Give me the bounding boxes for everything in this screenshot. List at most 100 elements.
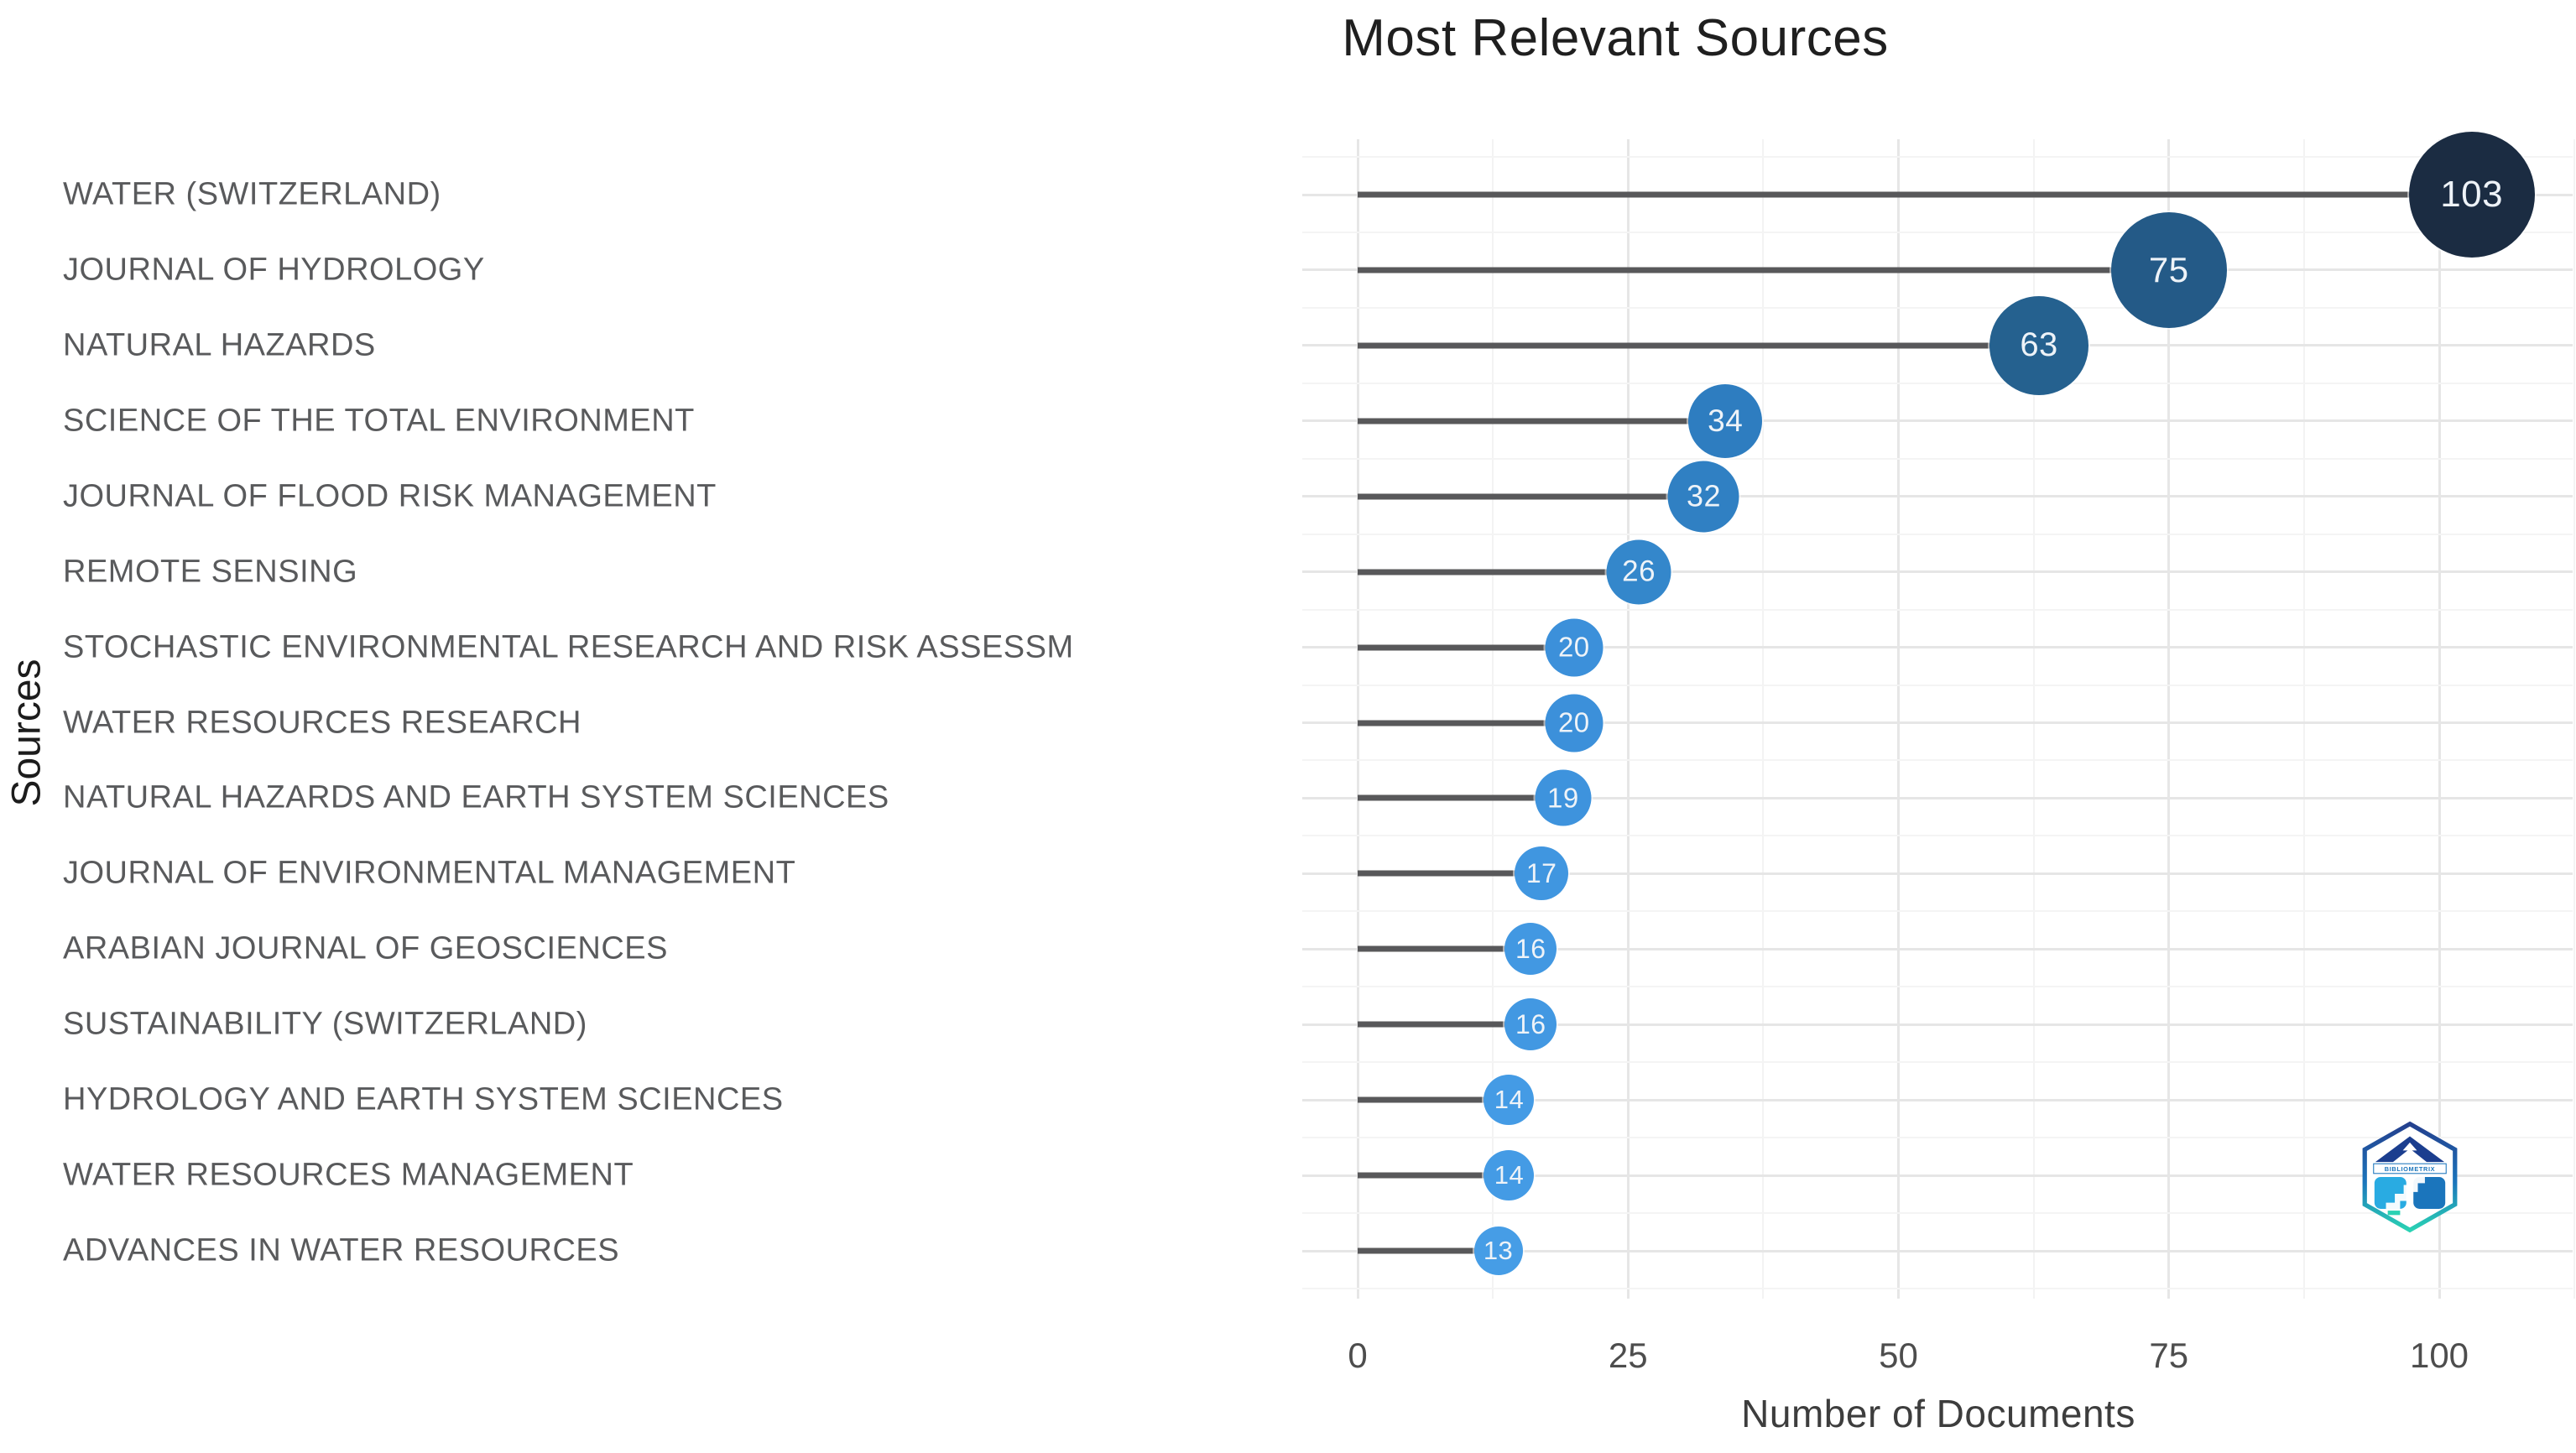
x-axis-tick-label: 25 xyxy=(1608,1336,1648,1375)
category-label: JOURNAL OF ENVIRONMENTAL MANAGEMENT xyxy=(63,855,796,891)
gridline-horizontal-major xyxy=(1302,721,2573,724)
gridline-vertical-minor xyxy=(1492,139,1494,1299)
lollipop-stem xyxy=(1358,720,1574,726)
gridline-horizontal-minor xyxy=(1302,1137,2573,1139)
data-point: 14 xyxy=(1484,1150,1535,1201)
lollipop-stem xyxy=(1358,1172,1510,1179)
x-axis-tick-label: 75 xyxy=(2149,1336,2189,1375)
gridline-horizontal-minor xyxy=(1302,231,2573,233)
logo-stairs xyxy=(2386,1175,2425,1211)
gridline-horizontal-minor xyxy=(1302,986,2573,988)
lollipop-stem xyxy=(1358,191,2472,198)
data-point: 19 xyxy=(1535,769,1592,826)
category-label: HYDROLOGY AND EARTH SYSTEM SCIENCES xyxy=(63,1081,784,1117)
data-point-value: 26 xyxy=(1622,555,1656,588)
logo-text: BIBLIOMETRIX xyxy=(2385,1165,2435,1173)
gridline-horizontal-major xyxy=(1302,1023,2573,1026)
gridline-horizontal-major xyxy=(1302,1174,2573,1177)
gridline-horizontal-minor xyxy=(1302,1212,2573,1215)
gridline-horizontal-minor xyxy=(1302,306,2573,309)
lollipop-stem xyxy=(1358,267,2169,273)
lollipop-stem xyxy=(1358,569,1640,575)
category-label: NATURAL HAZARDS AND EARTH SYSTEM SCIENCE… xyxy=(63,779,889,815)
data-point-value: 20 xyxy=(1557,706,1590,738)
gridline-horizontal-minor xyxy=(1302,382,2573,384)
gridline-horizontal-major xyxy=(1302,1098,2573,1101)
logo-block-right xyxy=(2413,1177,2446,1209)
data-point: 20 xyxy=(1545,694,1603,752)
gridline-horizontal-minor xyxy=(1302,533,2573,535)
data-point: 32 xyxy=(1667,461,1739,533)
chart-title: Most Relevant Sources xyxy=(1342,9,1889,67)
gridline-vertical-major xyxy=(1626,139,1630,1299)
gridline-horizontal-major xyxy=(1302,646,2573,649)
lollipop-stem xyxy=(1358,493,1704,500)
data-point: 20 xyxy=(1545,618,1603,677)
data-point: 17 xyxy=(1515,846,1569,901)
data-point-value: 34 xyxy=(1708,403,1744,438)
data-point-value: 16 xyxy=(1515,1008,1546,1039)
data-point: 16 xyxy=(1504,998,1557,1051)
logo-band xyxy=(2373,1163,2447,1174)
category-label: REMOTE SENSING xyxy=(63,554,358,590)
category-label: WATER (SWITZERLAND) xyxy=(63,176,441,212)
data-point-value: 20 xyxy=(1557,631,1590,663)
category-label: WATER RESOURCES RESEARCH xyxy=(63,705,581,740)
logo-stairs-accent xyxy=(2387,1211,2401,1216)
data-point: 26 xyxy=(1606,539,1671,605)
lollipop-stem xyxy=(1358,1096,1510,1103)
data-point-value: 19 xyxy=(1547,782,1579,814)
lollipop-stem xyxy=(1358,342,2040,349)
data-point-value: 14 xyxy=(1494,1085,1525,1115)
gridline-horizontal-major xyxy=(1302,419,2573,423)
gridline-horizontal-minor xyxy=(1302,684,2573,686)
data-point: 34 xyxy=(1688,383,1763,458)
x-axis-tick-label: 0 xyxy=(1348,1336,1368,1375)
data-point: 103 xyxy=(2408,132,2535,258)
category-label: SUSTAINABILITY (SWITZERLAND) xyxy=(63,1006,587,1042)
lollipop-stem xyxy=(1358,644,1574,651)
logo-roof xyxy=(2375,1136,2445,1163)
lollipop-stem xyxy=(1358,870,1542,877)
gridline-horizontal-minor xyxy=(1302,457,2573,460)
data-point-value: 32 xyxy=(1686,478,1721,513)
gridline-vertical-major xyxy=(2438,139,2441,1299)
x-axis-tick-label: 50 xyxy=(1879,1336,1918,1375)
gridline-horizontal-minor xyxy=(1302,835,2573,837)
category-label: STOCHASTIC ENVIRONMENTAL RESEARCH AND RI… xyxy=(63,629,1074,665)
category-label: ARABIAN JOURNAL OF GEOSCIENCES xyxy=(63,930,668,966)
category-label: NATURAL HAZARDS xyxy=(63,327,376,363)
data-point-value: 17 xyxy=(1525,857,1557,888)
gridline-horizontal-major xyxy=(1302,872,2573,875)
category-label: JOURNAL OF HYDROLOGY xyxy=(63,252,485,288)
gridline-vertical-major xyxy=(2167,139,2171,1299)
gridline-vertical-major xyxy=(1897,139,1900,1299)
category-label: SCIENCE OF THE TOTAL ENVIRONMENT xyxy=(63,403,695,439)
data-point-value: 63 xyxy=(2020,326,2058,364)
gridline-horizontal-minor xyxy=(1302,608,2573,611)
category-label: JOURNAL OF FLOOD RISK MANAGEMENT xyxy=(63,478,717,514)
data-point: 63 xyxy=(1989,295,2089,395)
gridline-horizontal-major xyxy=(1302,1249,2573,1252)
data-point: 75 xyxy=(2110,211,2227,328)
data-point-value: 13 xyxy=(1483,1236,1514,1266)
bibliometrix-logo: BIBLIOMETRIX xyxy=(2362,1121,2458,1233)
gridline-vertical-minor xyxy=(2032,139,2035,1299)
gridline-horizontal-major xyxy=(1302,947,2573,950)
gridline-horizontal-minor xyxy=(1302,910,2573,913)
gridline-vertical-minor xyxy=(2573,139,2576,1299)
data-point: 14 xyxy=(1484,1075,1535,1126)
gridline-horizontal-major xyxy=(1302,570,2573,574)
lollipop-stem xyxy=(1358,1021,1531,1028)
gridline-horizontal-minor xyxy=(1302,1287,2573,1289)
x-axis-title: Number of Documents xyxy=(1741,1392,2135,1435)
logo-peak xyxy=(2402,1142,2417,1151)
category-label: ADVANCES IN WATER RESOURCES xyxy=(63,1232,620,1268)
gridline-vertical-minor xyxy=(1762,139,1765,1299)
data-point-value: 103 xyxy=(2440,174,2504,215)
lollipop-stem xyxy=(1358,1247,1499,1254)
category-label: WATER RESOURCES MANAGEMENT xyxy=(63,1157,634,1193)
data-point: 16 xyxy=(1504,923,1557,976)
gridline-vertical-minor xyxy=(2302,139,2305,1299)
